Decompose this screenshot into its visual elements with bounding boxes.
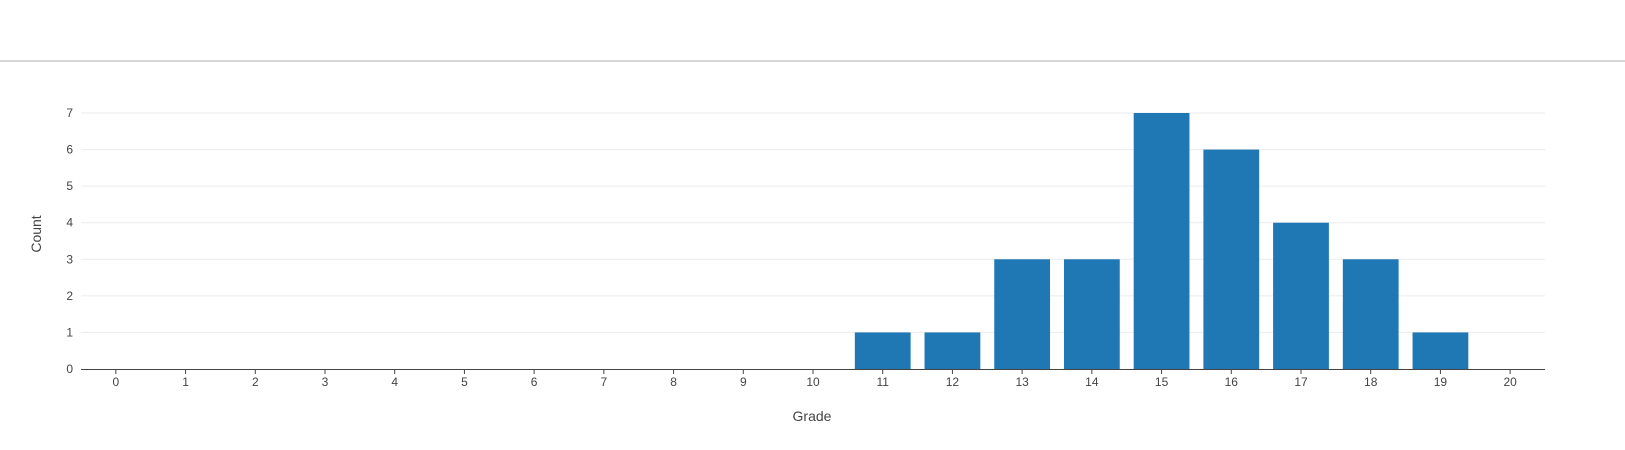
y-tick-label: 4	[66, 216, 73, 230]
y-axis-ticks: 0 1 2 3 4 5 6 7	[66, 106, 73, 376]
y-tick-label: 0	[66, 362, 73, 376]
y-tick-label: 2	[66, 289, 73, 303]
x-tick-label: 3	[322, 375, 329, 389]
bar-grade-12	[924, 332, 981, 369]
x-tick-label: 8	[670, 375, 677, 389]
bar-grade-11	[854, 332, 911, 369]
x-tick-label: 1	[182, 375, 189, 389]
y-tick-label: 1	[66, 325, 73, 339]
x-tick-label: 2	[252, 375, 259, 389]
top-toolbar	[0, 0, 1625, 62]
x-tick-label: 13	[1015, 375, 1029, 389]
y-tick-label: 7	[66, 106, 73, 120]
bar-grade-18	[1342, 259, 1399, 369]
y-tick-label: 6	[66, 143, 73, 157]
x-tick-label: 11	[876, 375, 889, 389]
x-tick-label: 19	[1434, 375, 1448, 389]
bar-grade-14	[1063, 259, 1120, 369]
bars	[854, 113, 1469, 369]
x-tick-label: 16	[1225, 375, 1239, 389]
x-tick-label: 20	[1503, 375, 1517, 389]
y-tick-label: 5	[66, 179, 73, 193]
y-tick-label: 3	[66, 252, 73, 266]
x-tick-label: 6	[531, 375, 538, 389]
x-axis-ticks: 0 1 2 3 4 5 6 7 8 9 10 11 12 13 14 15 16 17 18 19 20	[113, 369, 1517, 389]
x-tick-label: 10	[806, 375, 820, 389]
x-tick-label: 0	[113, 375, 120, 389]
x-tick-label: 9	[740, 375, 747, 389]
x-tick-label: 14	[1085, 375, 1099, 389]
x-tick-label: 17	[1294, 375, 1308, 389]
x-tick-label: 12	[946, 375, 960, 389]
x-tick-label: 4	[391, 375, 398, 389]
bar-grade-15	[1133, 113, 1190, 369]
bar-grade-16	[1203, 149, 1260, 369]
bar-grade-17	[1273, 222, 1329, 369]
x-tick-label: 18	[1364, 375, 1378, 389]
x-tick-label: 7	[601, 375, 608, 389]
x-tick-label: 5	[461, 375, 468, 389]
bar-grade-13	[994, 259, 1051, 369]
bar-grade-19	[1412, 332, 1469, 369]
x-tick-label: 15	[1155, 375, 1169, 389]
x-axis-title: Grade	[793, 408, 832, 424]
y-axis-title: Count	[28, 215, 44, 252]
